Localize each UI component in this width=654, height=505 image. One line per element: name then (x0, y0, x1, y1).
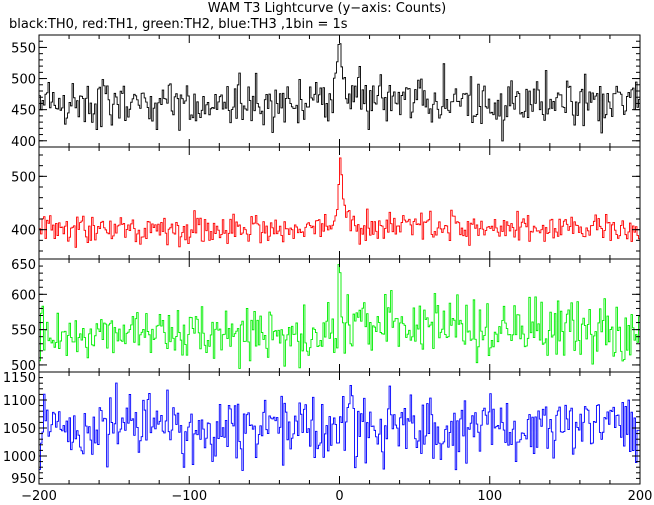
x-tick-label: 200 (628, 489, 653, 504)
x-tick-label: 100 (477, 489, 502, 504)
chart-subtitle: black:TH0, red:TH1, green:TH2, blue:TH3 … (9, 17, 348, 32)
y-tick-label: 1050 (3, 422, 36, 437)
y-tick-label: 400 (11, 135, 36, 150)
y-tick-label: 500 (11, 73, 36, 88)
y-tick-label: 1000 (3, 450, 36, 465)
series-line-th3 (39, 382, 640, 471)
chart-title: WAM T3 Lightcurve (y−axis: Counts) (207, 1, 447, 16)
y-tick-label: 950 (11, 472, 36, 487)
y-tick-label: 1150 (3, 371, 36, 386)
y-tick-label: 500 (11, 359, 36, 374)
x-tick-label: −200 (21, 489, 57, 504)
y-tick-label: 400 (11, 224, 36, 239)
y-tick-label: 650 (11, 258, 36, 273)
y-tick-label: 600 (11, 288, 36, 303)
series-line-th1 (39, 157, 640, 248)
y-tick-label: 450 (11, 104, 36, 119)
series-line-th0 (39, 43, 640, 142)
series-line-th2 (39, 264, 640, 369)
panel-frame-th0 (38, 34, 641, 148)
y-tick-label: 500 (11, 170, 36, 185)
y-tick-label: 550 (11, 41, 36, 56)
x-tick-label: 0 (335, 489, 343, 504)
y-tick-label: 550 (11, 324, 36, 339)
y-tick-label: 1100 (3, 394, 36, 409)
x-tick-label: −100 (171, 489, 207, 504)
